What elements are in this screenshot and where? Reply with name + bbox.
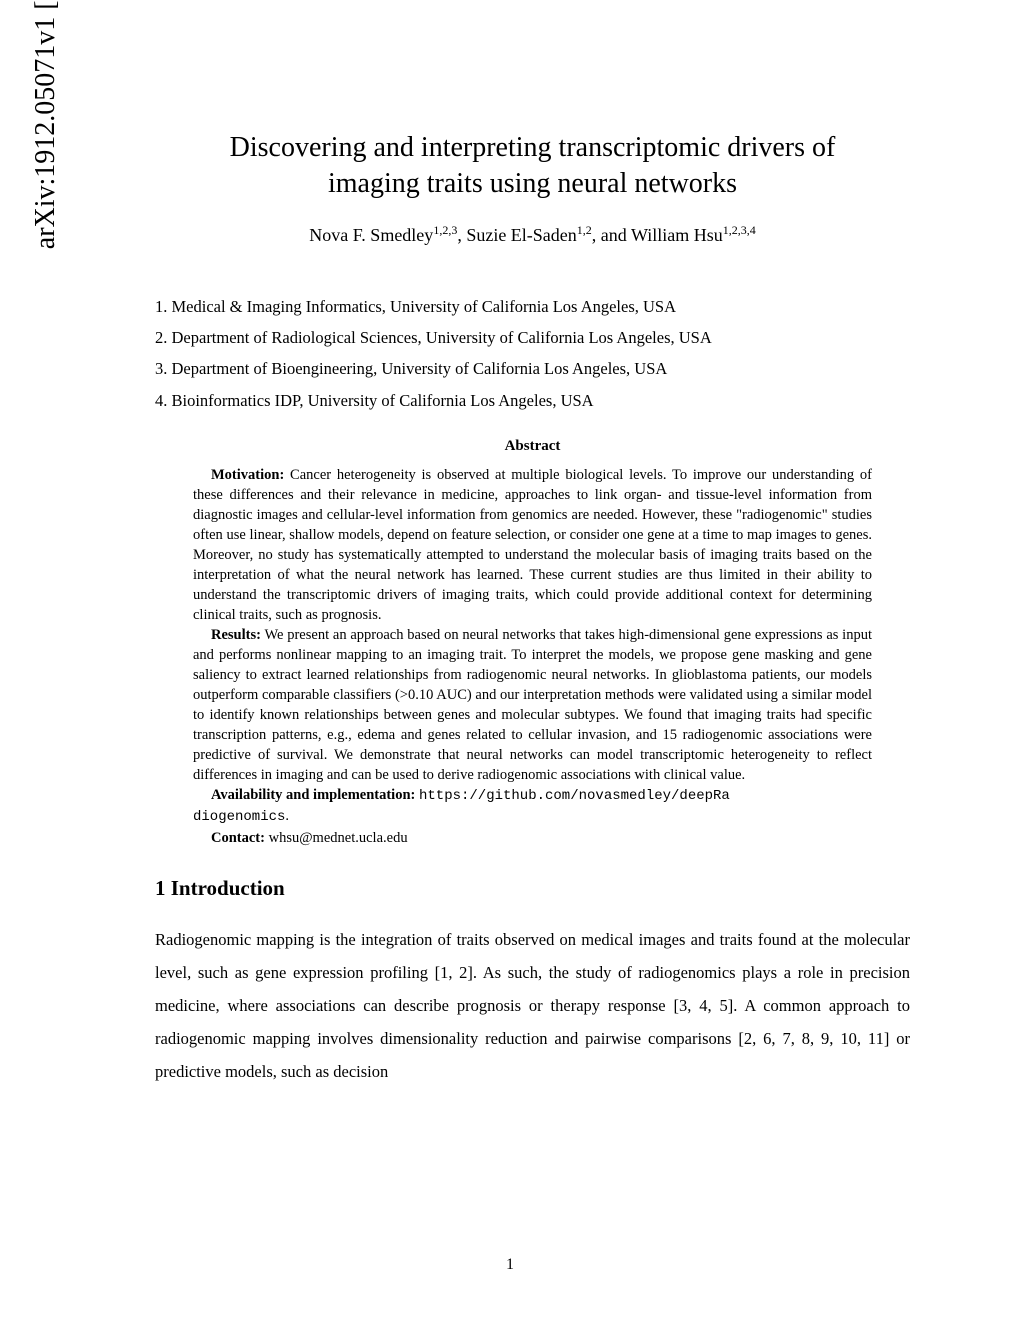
affiliations-list: 1. Medical & Imaging Informatics, Univer… bbox=[155, 291, 910, 416]
arxiv-stamp: arXiv:1912.05071v1 [q-bio.QM] 11 Dec 201… bbox=[30, 0, 62, 340]
author-2-name: Suzie El-Saden bbox=[466, 225, 576, 245]
affiliation-4: 4. Bioinformatics IDP, University of Cal… bbox=[155, 385, 910, 416]
author-2-affil: 1,2 bbox=[577, 223, 592, 237]
section-1-heading: 1 Introduction bbox=[155, 876, 910, 901]
availability-url-line2: diogenomics bbox=[193, 809, 285, 825]
affiliation-3: 3. Department of Bioengineering, Univers… bbox=[155, 353, 910, 384]
motivation-text: Cancer heterogeneity is observed at mult… bbox=[193, 467, 872, 623]
contact-label: Contact: bbox=[211, 830, 265, 846]
affiliation-2: 2. Department of Radiological Sciences, … bbox=[155, 322, 910, 353]
abstract-heading: Abstract bbox=[155, 438, 910, 455]
author-3-affil: 1,2,3,4 bbox=[723, 223, 756, 237]
abstract-body: Motivation: Cancer heterogeneity is obse… bbox=[193, 465, 872, 848]
page-content: Discovering and interpreting transcripto… bbox=[155, 0, 910, 1088]
availability-period: . bbox=[285, 808, 289, 824]
intro-paragraph-1: Radiogenomic mapping is the integration … bbox=[155, 923, 910, 1088]
paper-title: Discovering and interpreting transcripto… bbox=[155, 130, 910, 203]
availability-label: Availability and implementation: bbox=[211, 787, 415, 803]
motivation-label: Motivation: bbox=[211, 467, 284, 483]
title-line-1: Discovering and interpreting transcripto… bbox=[230, 132, 836, 163]
availability-url-line1: https://github.com/novasmedley/deepRa bbox=[419, 788, 730, 804]
page-number: 1 bbox=[0, 1256, 1020, 1274]
affiliation-1: 1. Medical & Imaging Informatics, Univer… bbox=[155, 291, 910, 322]
results-label: Results: bbox=[211, 627, 261, 643]
results-text: We present an approach based on neural n… bbox=[193, 627, 872, 783]
author-1-name: Nova F. Smedley bbox=[309, 225, 433, 245]
title-line-2: imaging traits using neural networks bbox=[328, 168, 737, 199]
author-3-name: William Hsu bbox=[631, 225, 723, 245]
contact-text: whsu@mednet.ucla.edu bbox=[265, 830, 408, 846]
author-list: Nova F. Smedley1,2,3, Suzie El-Saden1,2,… bbox=[155, 223, 910, 246]
author-1-affil: 1,2,3 bbox=[433, 223, 457, 237]
